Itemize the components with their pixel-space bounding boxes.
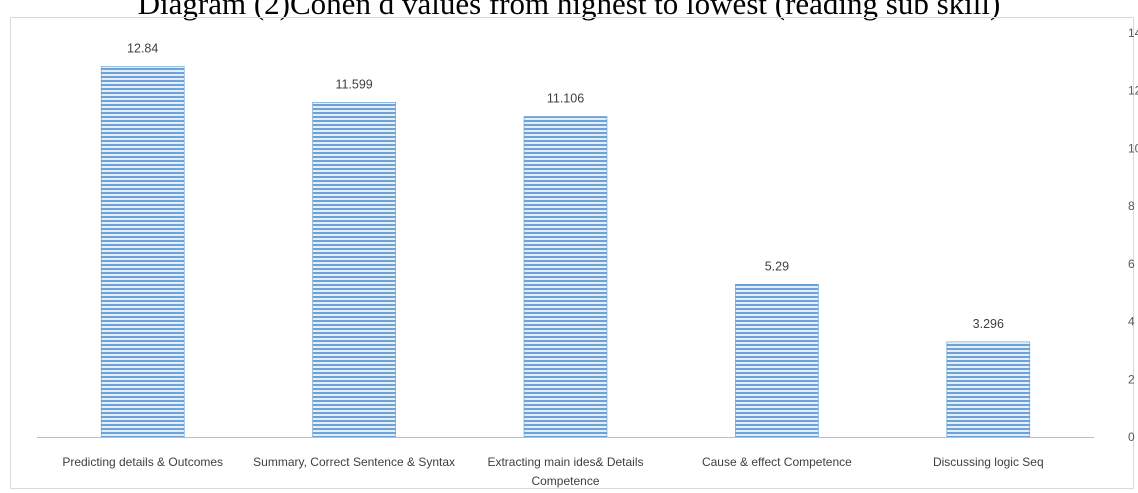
data-label-5: 3.296: [973, 317, 1004, 331]
y-axis-ticks: 0 2 4 6 8 10 12 14: [1128, 26, 1138, 444]
x-axis-labels: Predicting details & Outcomes Summary, Co…: [62, 455, 1043, 488]
data-label-1: 12.84: [127, 42, 158, 56]
bar-5: [946, 341, 1031, 438]
y-tick-label: 8: [1128, 199, 1135, 213]
y-tick-label: 6: [1128, 257, 1135, 271]
bar-1: [100, 66, 185, 438]
y-tick-label: 0: [1128, 430, 1135, 444]
chart-frame: [10, 17, 1134, 489]
category-label-5: Discussing logic Seq: [933, 455, 1044, 469]
bar-2: [312, 102, 396, 438]
category-label-1: Predicting details & Outcomes: [62, 455, 223, 469]
bar-4: [735, 283, 819, 438]
data-label-4: 5.29: [765, 259, 789, 273]
y-tick-label: 14: [1128, 26, 1138, 40]
category-label-3: Extracting main ides& Details: [487, 455, 643, 469]
category-label-2: Summary, Correct Sentence & Syntax: [253, 455, 455, 469]
data-label-2: 11.599: [335, 77, 372, 91]
bar-3: [523, 116, 608, 438]
y-tick-label: 4: [1128, 315, 1135, 329]
category-label-3: Competence: [531, 474, 599, 488]
chart-title: Diagram (2)Cohen d values from highest t…: [137, 0, 1001, 21]
data-label-3: 11.106: [547, 92, 584, 106]
y-tick-label: 12: [1128, 84, 1138, 98]
y-tick-label: 10: [1128, 141, 1138, 155]
bars-group: 12.84 11.599 11.106 5.29 3.296: [100, 42, 1031, 438]
category-label-4: Cause & effect Competence: [702, 455, 852, 469]
y-tick-label: 2: [1128, 372, 1135, 386]
